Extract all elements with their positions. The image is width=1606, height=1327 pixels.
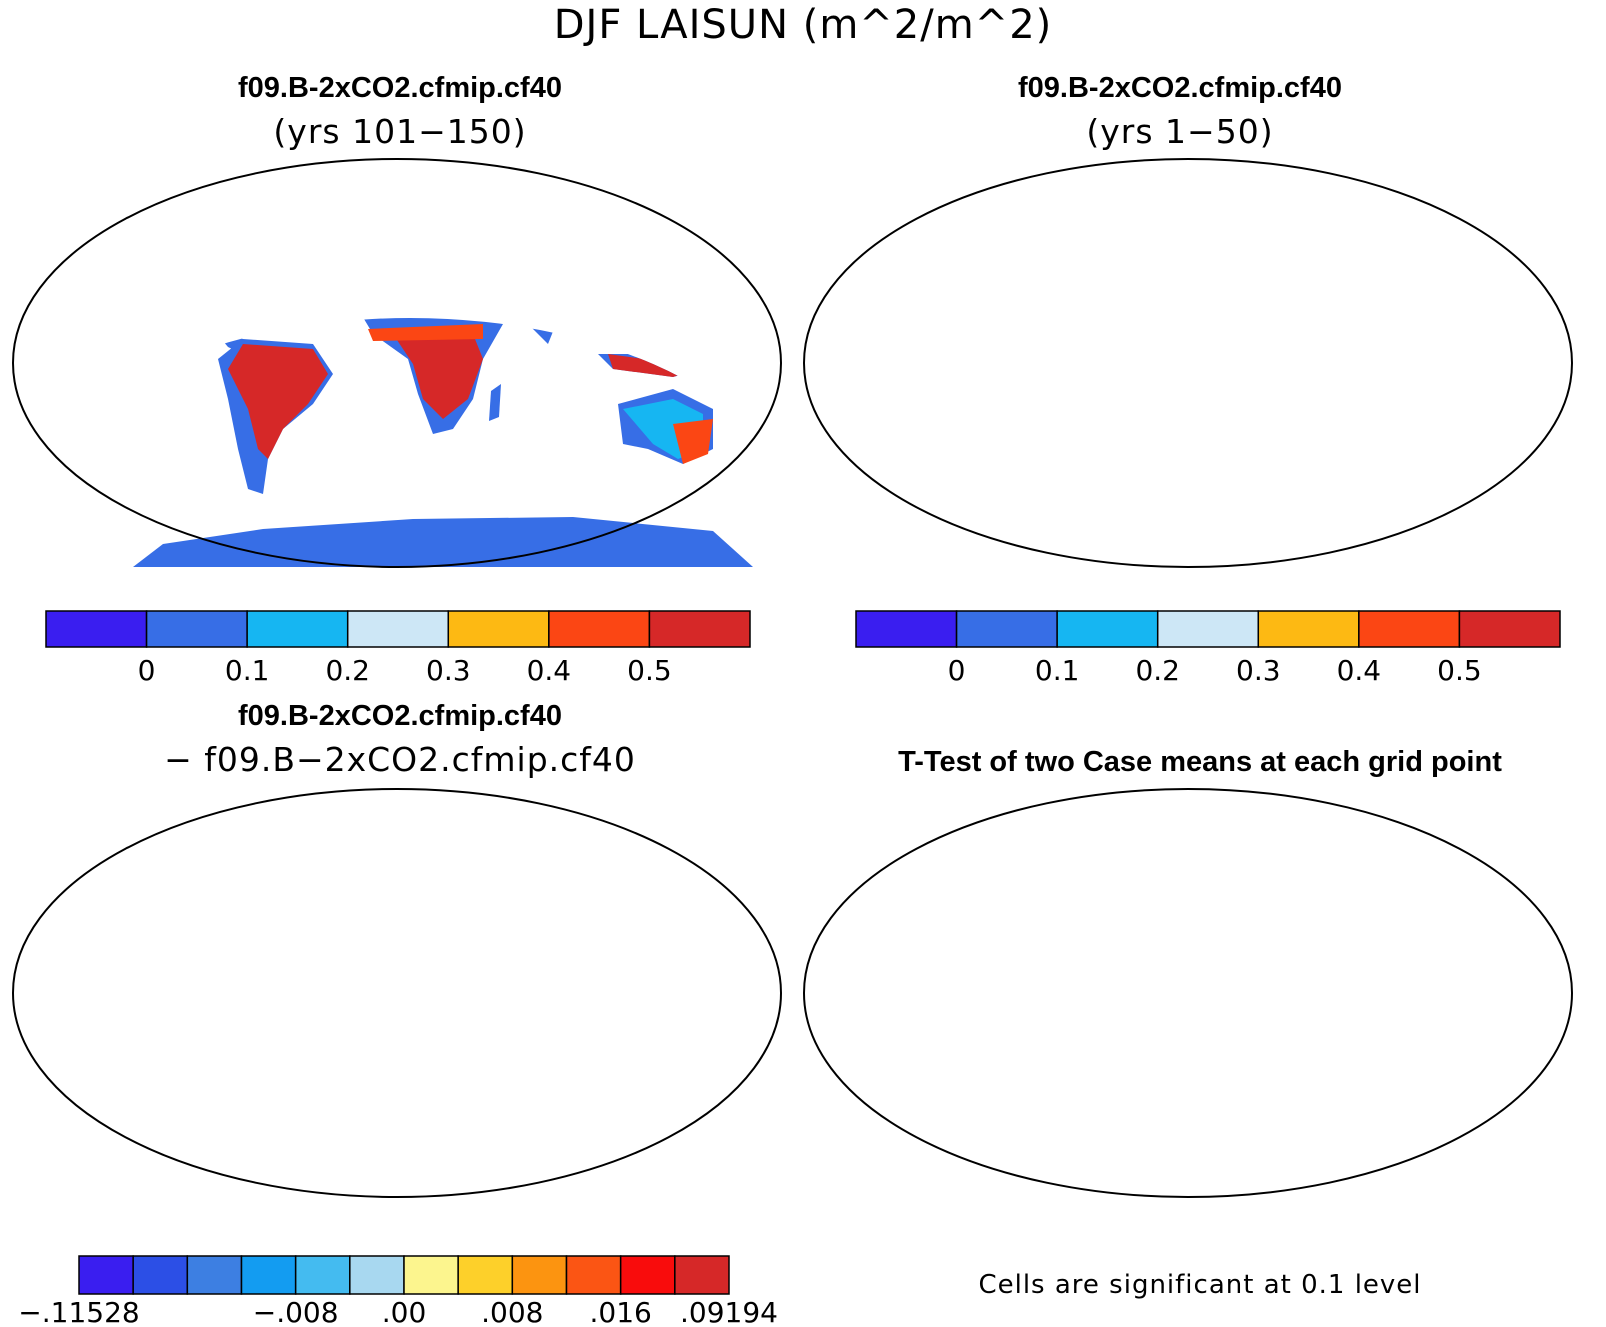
colorbar-swatch xyxy=(186,1255,243,1295)
colorbar-absolute-right: 0 0.1 0.2 0.3 0.4 0.5 xyxy=(855,610,1561,687)
colorbar-swatch xyxy=(648,610,751,648)
significance-note: Cells are significant at 0.1 level xyxy=(978,1270,1422,1300)
colorbar-swatch xyxy=(619,1255,676,1295)
colorbar-tick-label: .00 xyxy=(382,1296,427,1327)
colorbar-swatch xyxy=(240,1255,297,1295)
map-panel-1 xyxy=(12,158,782,568)
map-panel-4 xyxy=(803,788,1573,1198)
colorbar-swatch xyxy=(1358,610,1461,648)
panel-2-subtitle: (yrs 1−50) xyxy=(1086,112,1274,151)
colorbar-swatch xyxy=(349,1255,405,1295)
colorbar-tick-label: 0.2 xyxy=(1135,654,1180,687)
colorbar-swatch xyxy=(145,610,248,648)
colorbar-tick-label: 0.5 xyxy=(1437,654,1482,687)
panel-1-title: f09.B-2xCO2.cfmip.cf40 xyxy=(238,72,562,104)
colorbar-tick-label: 0 xyxy=(138,654,156,687)
colorbar-tick-label: .09194 xyxy=(680,1296,778,1327)
colorbar-tick-label: 0.4 xyxy=(527,654,572,687)
colorbar-swatch xyxy=(548,610,651,648)
colorbar-swatch xyxy=(132,1255,189,1295)
colorbar-swatch xyxy=(565,1255,622,1295)
colorbar-tick-label: 0.2 xyxy=(325,654,370,687)
colorbar-swatch xyxy=(45,610,148,648)
colorbar-swatch xyxy=(511,1255,568,1295)
colorbar-tick-label: 0.3 xyxy=(426,654,471,687)
colorbar-swatch xyxy=(1156,610,1260,648)
colorbar-swatch xyxy=(674,1255,730,1295)
panel-2-title: f09.B-2xCO2.cfmip.cf40 xyxy=(1018,72,1342,104)
colorbar-swatch xyxy=(457,1255,514,1295)
colorbar-swatch xyxy=(246,610,349,648)
panel-4-title: T-Test of two Case means at each grid po… xyxy=(898,746,1502,778)
colorbar-tick-label: 0.3 xyxy=(1236,654,1281,687)
south-america-high-lai xyxy=(228,344,328,459)
colorbar-tick-label: −.11528 xyxy=(18,1296,139,1327)
colorbar-swatch xyxy=(78,1255,134,1295)
colorbar-tick-label: −.008 xyxy=(253,1296,339,1327)
panel-3-subtitle: − f09.B−2xCO2.cfmip.cf40 xyxy=(164,740,636,779)
colorbar-tick-label: 0.5 xyxy=(627,654,672,687)
colorbar-tick-label: .008 xyxy=(481,1296,543,1327)
colorbar-tick-label: 0.1 xyxy=(1035,654,1080,687)
colorbar-swatch xyxy=(447,610,550,648)
africa-high-lai xyxy=(393,334,483,419)
colorbar-tick-label: 0 xyxy=(948,654,966,687)
colorbar-tick-label: 0.4 xyxy=(1337,654,1382,687)
colorbar-swatch xyxy=(294,1255,351,1295)
main-title: DJF LAISUN (m^2/m^2) xyxy=(553,2,1053,48)
colorbar-swatch xyxy=(346,610,450,648)
colorbar-difference: −.11528 −.008 .00 .008 .016 .09194 xyxy=(18,1255,778,1327)
colorbar-swatch xyxy=(1257,610,1360,648)
map-panel-2 xyxy=(803,158,1573,568)
panel-3-title: f09.B-2xCO2.cfmip.cf40 xyxy=(238,700,562,732)
map-panel-3 xyxy=(12,788,782,1198)
colorbar-absolute-left: 0 0.1 0.2 0.3 0.4 0.5 xyxy=(45,610,751,687)
colorbar-swatch xyxy=(855,610,958,648)
colorbar-swatch xyxy=(1056,610,1159,648)
colorbar-swatch xyxy=(1458,610,1561,648)
panel-1-subtitle: (yrs 101−150) xyxy=(273,112,527,151)
colorbar-swatch xyxy=(955,610,1058,648)
colorbar-tick-label: .016 xyxy=(589,1296,651,1327)
colorbar-swatch xyxy=(403,1255,459,1295)
colorbar-tick-label: 0.1 xyxy=(225,654,270,687)
